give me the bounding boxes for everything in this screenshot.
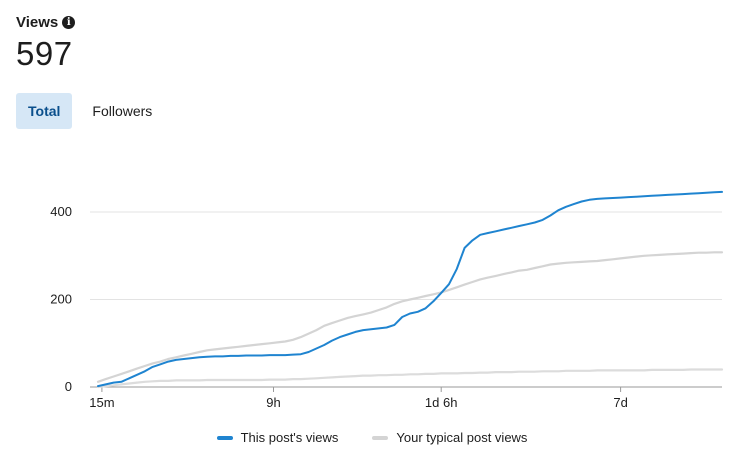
series-line-0 xyxy=(97,190,723,388)
view-tabs: Total Followers xyxy=(16,93,164,129)
x-tick-label: 7d xyxy=(613,395,627,410)
views-chart: 0 200 400 15m 9h 1d 6h 7d xyxy=(50,190,724,410)
y-tick-label: 400 xyxy=(50,204,72,219)
x-tick-label: 9h xyxy=(266,395,280,410)
y-tick-label: 0 xyxy=(65,379,72,394)
legend-label-this-post: This post's views xyxy=(240,430,339,445)
views-label-row: Views i xyxy=(16,14,76,31)
x-tick-label: 15m xyxy=(89,395,114,410)
tab-total[interactable]: Total xyxy=(16,93,73,129)
legend-item-this-post[interactable]: This post's views xyxy=(216,430,339,445)
info-icon[interactable]: i xyxy=(62,16,76,29)
tab-followers[interactable]: Followers xyxy=(92,103,153,119)
views-title: Views xyxy=(16,14,59,31)
series-line-1 xyxy=(96,251,724,383)
legend-item-typical[interactable]: Your typical post views xyxy=(372,430,527,445)
x-tick-label: 1d 6h xyxy=(425,395,458,410)
y-tick-label: 200 xyxy=(50,292,72,307)
chart-legend: This post's views Your typical post view… xyxy=(0,430,744,445)
legend-swatch-this-post xyxy=(216,435,233,440)
legend-label-typical: Your typical post views xyxy=(396,430,528,445)
series-line-2 xyxy=(96,368,724,389)
views-count: 597 xyxy=(16,35,73,72)
legend-swatch-typical xyxy=(372,435,389,440)
views-header: Views i 597 xyxy=(16,14,76,73)
